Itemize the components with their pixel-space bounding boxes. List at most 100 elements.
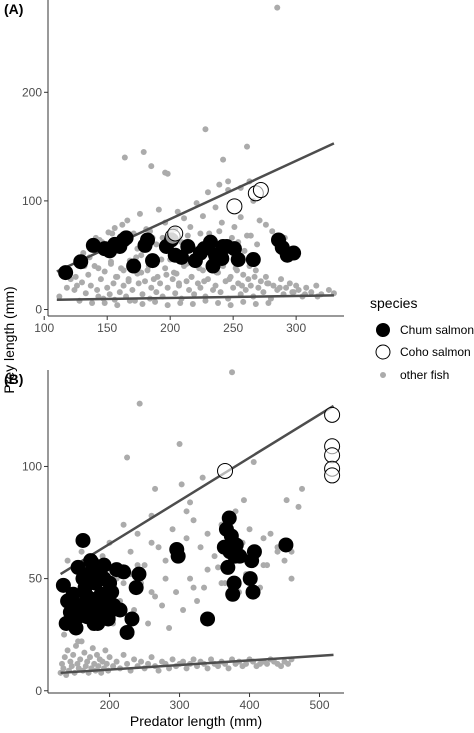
panel-a-quantile-line-lower	[56, 294, 334, 301]
panel-a-y-tick-label: 0	[35, 302, 42, 316]
panel-b-coho-salmon-point	[217, 462, 234, 479]
panel-a-other-fish-point	[212, 282, 219, 289]
panel-b-chum-salmon-point	[86, 615, 102, 631]
panel-b-other-fish-point	[204, 665, 211, 672]
panel-a-other-fish-point	[212, 204, 219, 211]
panel-b-y-ticks: 0 50 100	[22, 459, 48, 698]
panel-a-other-fish-point	[197, 284, 204, 291]
panel-a-x-tick-label: 100	[34, 321, 54, 335]
panel-b-other-fish-point	[81, 649, 88, 656]
panel-b-other-fish-point	[180, 658, 187, 665]
panel-a-other-fish-point	[109, 230, 116, 237]
legend-other-label: other fish	[400, 368, 449, 382]
panel-b-other-fish-point	[180, 607, 187, 614]
panel-a-other-fish-point	[169, 276, 176, 283]
panel-b-other-fish-point	[136, 400, 143, 407]
panel-a-other-fish-point	[120, 267, 127, 274]
panel-a-chum-salmon-point	[214, 250, 230, 266]
panel-a-other-fish-point	[175, 280, 182, 287]
panel-a-coho-salmon-point	[252, 182, 269, 199]
panel-b-chum-salmon-point	[116, 564, 132, 580]
legend-coho-label: Coho salmon	[400, 345, 471, 359]
panel-b-other-fish-point	[183, 508, 190, 515]
panel-a-other-fish-point	[177, 299, 184, 306]
panel-a-x-tick-label: 200	[160, 321, 180, 335]
panel-b-other-fish-point	[124, 454, 131, 461]
panel-a-other-fish-point	[262, 273, 269, 280]
panel-a-other-fish-point	[138, 252, 145, 259]
panel-a-other-fish-point	[119, 221, 126, 228]
panel-b-chum-salmon-point	[124, 611, 140, 627]
panel-a-other-fish-point	[183, 278, 190, 285]
panel-a-other-fish-point	[82, 290, 89, 297]
panel-a-other-fish-point	[125, 278, 132, 285]
panel-b-other-fish-point	[183, 665, 190, 672]
panel-b-y-tick-label: 0	[35, 684, 42, 698]
panel-a-other-fish-point	[247, 282, 254, 289]
panel-a-chum-salmon-point	[58, 265, 74, 281]
panel-a-other-fish-point	[252, 301, 259, 308]
panel-b-other-fish-point	[225, 665, 232, 672]
panel-b-chum-salmon-point	[200, 611, 216, 627]
panel-b-other-fish-point	[102, 647, 109, 654]
panel-a-other-fish-point	[139, 301, 146, 308]
panel-a-other-fish-point	[197, 230, 204, 237]
panel-b-other-fish-point	[155, 544, 162, 551]
panel-b-other-fish-point	[288, 575, 295, 582]
panel-a-other-fish-point	[162, 265, 169, 272]
y-axis-label: Prey length (mm)	[1, 286, 17, 393]
panel-a-x-tick-label: 300	[286, 321, 306, 335]
panel-a-label: (A)	[4, 1, 23, 17]
panel-b-other-fish-point	[124, 660, 131, 667]
panel-a-other-fish-point	[164, 170, 171, 177]
panel-a-other-fish-point	[283, 284, 290, 291]
panel-b-other-fish-point	[77, 656, 84, 663]
panel-b-chum-salmon-point	[75, 532, 91, 548]
panel-b-coho-salmon-point	[324, 467, 341, 484]
panel-a-chum-salmon-point	[85, 237, 101, 253]
panel-a-other-fish-point	[170, 269, 177, 276]
panel-b-other-fish-point	[60, 665, 67, 672]
legend-coho-key	[375, 344, 391, 360]
panel-b-chum-salmon-point	[104, 584, 120, 600]
panel-a-chum-salmon-point	[180, 239, 196, 255]
panel-b-chum-salmon-point	[220, 559, 236, 575]
panel-b-chum-salmon-point	[232, 548, 248, 564]
panel-b-other-fish-point	[208, 656, 215, 663]
panel-a-coho-salmon-point	[167, 225, 184, 242]
panel-b-other-fish-point	[141, 562, 148, 569]
panel-a-other-fish-point	[225, 178, 232, 185]
panel-b-other-fish-point	[68, 663, 75, 670]
panel-a-chum-salmon-point	[174, 249, 190, 265]
panel-b-other-fish-point	[162, 557, 169, 564]
panel-a-x-tick-label: 150	[97, 321, 117, 335]
panel-a-other-fish-point	[252, 267, 259, 274]
panel-a-other-fish-point	[164, 302, 171, 309]
panel-a-other-fish-point	[289, 289, 296, 296]
panel-a-other-fish-point	[153, 289, 160, 296]
panel-b-other-fish-point	[155, 667, 162, 674]
panel-b-chum-salmon-point	[91, 559, 107, 575]
panel-b-other-fish-point	[64, 647, 71, 654]
panel-b-other-fish-point	[183, 535, 190, 542]
panel-a-other-fish-point	[129, 286, 136, 293]
panel-a-y-tick-label: 200	[22, 85, 42, 99]
panel-b-other-fish-point	[190, 584, 197, 591]
panel-a-other-fish-point	[94, 286, 101, 293]
panel-a-other-fish-point	[148, 284, 155, 291]
panel-b-other-fish-point	[187, 575, 194, 582]
panel-b-other-fish-point	[61, 631, 68, 638]
panel-b-other-fish-point	[145, 660, 152, 667]
panel-a-other-fish-point	[215, 299, 222, 306]
panel-a-other-fish-point	[293, 282, 300, 289]
panel-a-other-fish-point	[202, 126, 209, 133]
panel-b-other-fish-point	[95, 663, 102, 670]
panel-b-other-fish-point	[211, 553, 218, 560]
panel-a-other-fish-point	[231, 223, 238, 230]
panel-a-other-fish-point	[226, 276, 233, 283]
panel-a-other-fish-point	[104, 284, 111, 291]
panel-a-other-fish-point	[140, 149, 147, 156]
panel-b-chum-salmon-point	[104, 602, 120, 618]
panel-a-other-fish-point	[153, 241, 160, 248]
panel-a-other-fish-point	[194, 280, 201, 287]
